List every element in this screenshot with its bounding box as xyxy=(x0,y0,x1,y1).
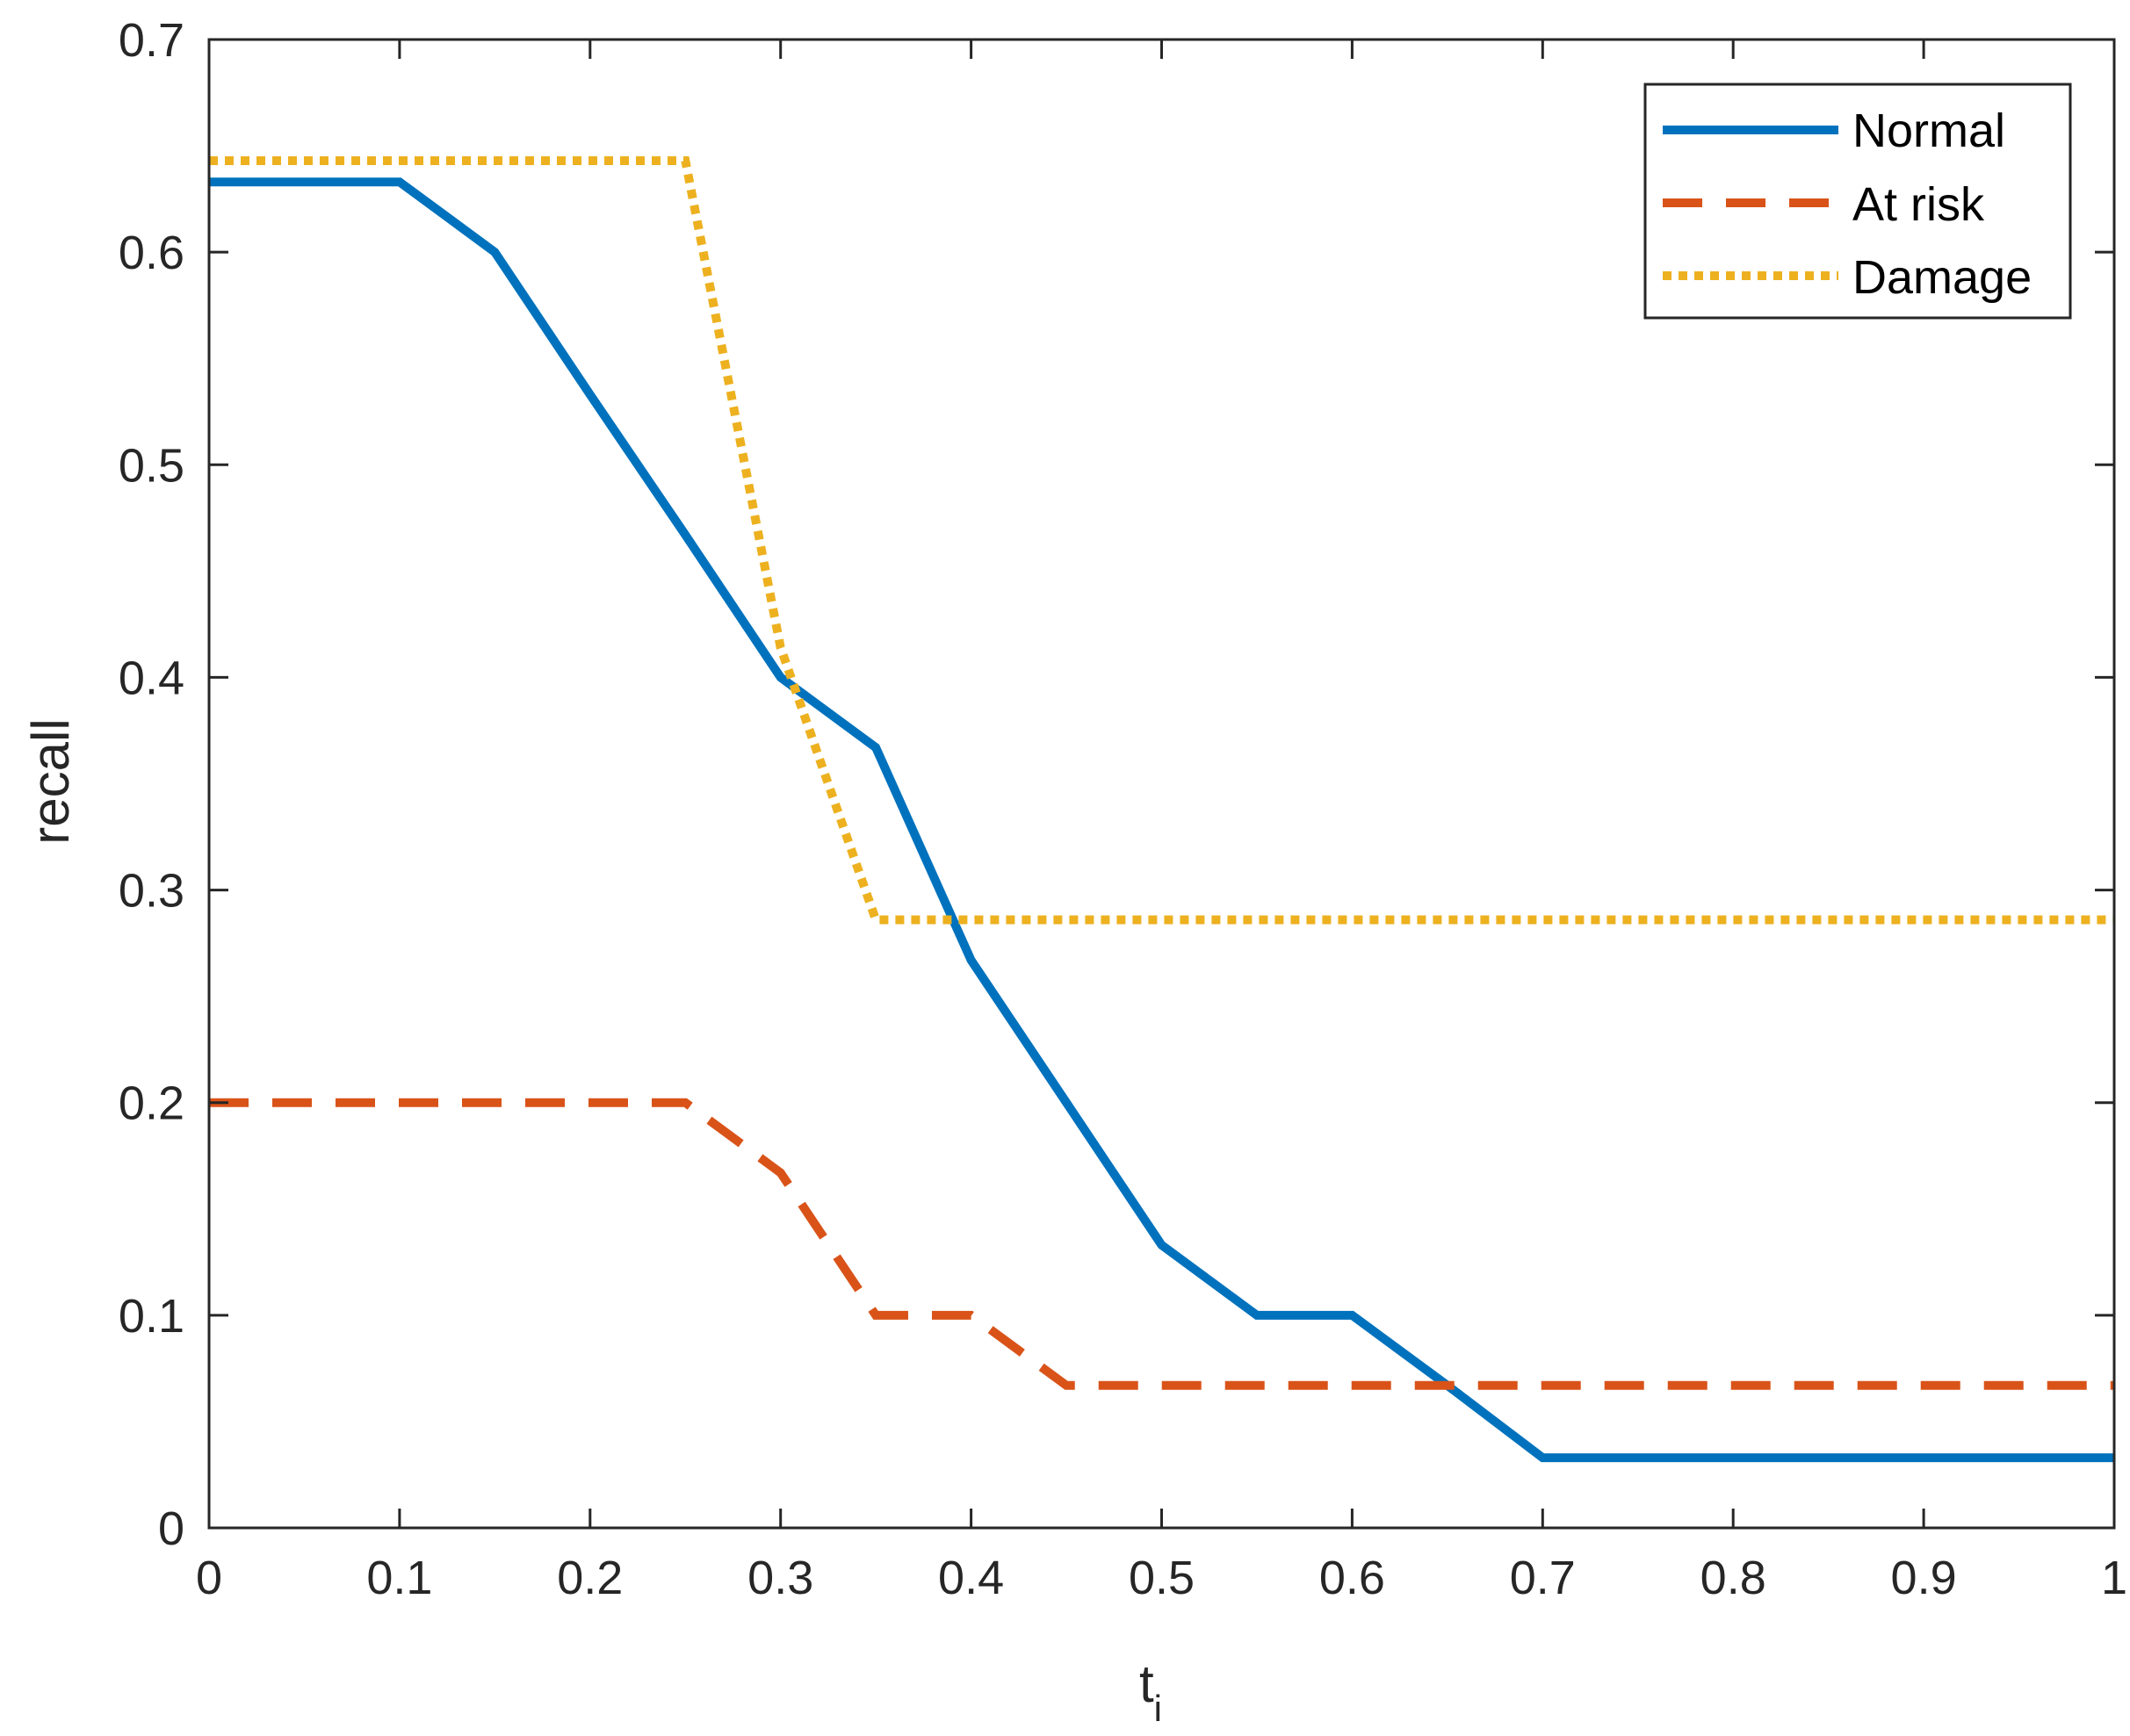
series-line-at-risk xyxy=(209,1098,2114,1390)
x-axis-label-main: t xyxy=(1139,1654,1154,1713)
x-tick-label: 0.5 xyxy=(1129,1552,1195,1604)
series-line-damage xyxy=(209,156,2114,925)
y-tick-label: 0.2 xyxy=(119,1077,184,1130)
series-line-normal xyxy=(209,177,2114,1463)
x-tick-label: 0.2 xyxy=(557,1552,623,1604)
legend-label-damage: Damage xyxy=(1852,251,2032,304)
y-tick-label: 0.1 xyxy=(119,1290,184,1343)
y-tick-label: 0.5 xyxy=(119,439,184,492)
x-axis-label: ti xyxy=(1139,1654,1162,1729)
x-tick-label: 0.9 xyxy=(1891,1552,1957,1604)
y-tick-label: 0 xyxy=(158,1502,184,1555)
ticks-layer xyxy=(207,38,2116,1530)
x-axis-label-subscript: i xyxy=(1154,1688,1162,1729)
legend: Normal At risk Damage xyxy=(1643,83,2072,320)
y-axis-label: recall xyxy=(21,718,80,844)
x-tick-label: 0.7 xyxy=(1510,1552,1576,1604)
x-tick-label: 0.8 xyxy=(1700,1552,1766,1604)
x-tick-label: 0 xyxy=(196,1552,222,1604)
x-tick-label: 1 xyxy=(2101,1552,2127,1604)
y-tick-label: 0.7 xyxy=(119,14,184,67)
y-tick-label: 0.6 xyxy=(119,227,184,279)
legend-label-normal: Normal xyxy=(1852,104,2005,157)
x-tick-label: 0.4 xyxy=(938,1552,1004,1604)
series-layer xyxy=(209,156,2114,1463)
tick-labels-layer: 0 0.1 0.2 0.3 0.4 0.5 0.6 0.7 0.8 0.9 1 0 0.1 0.2 0.3 0… xyxy=(119,14,2127,1604)
legend-label-at-risk: At risk xyxy=(1852,178,1985,231)
x-tick-label: 0.3 xyxy=(747,1552,813,1604)
y-tick-label: 0.3 xyxy=(119,865,184,918)
y-tick-label: 0.4 xyxy=(119,652,184,704)
x-tick-label: 0.6 xyxy=(1319,1552,1385,1604)
x-tick-label: 0.1 xyxy=(366,1552,432,1604)
